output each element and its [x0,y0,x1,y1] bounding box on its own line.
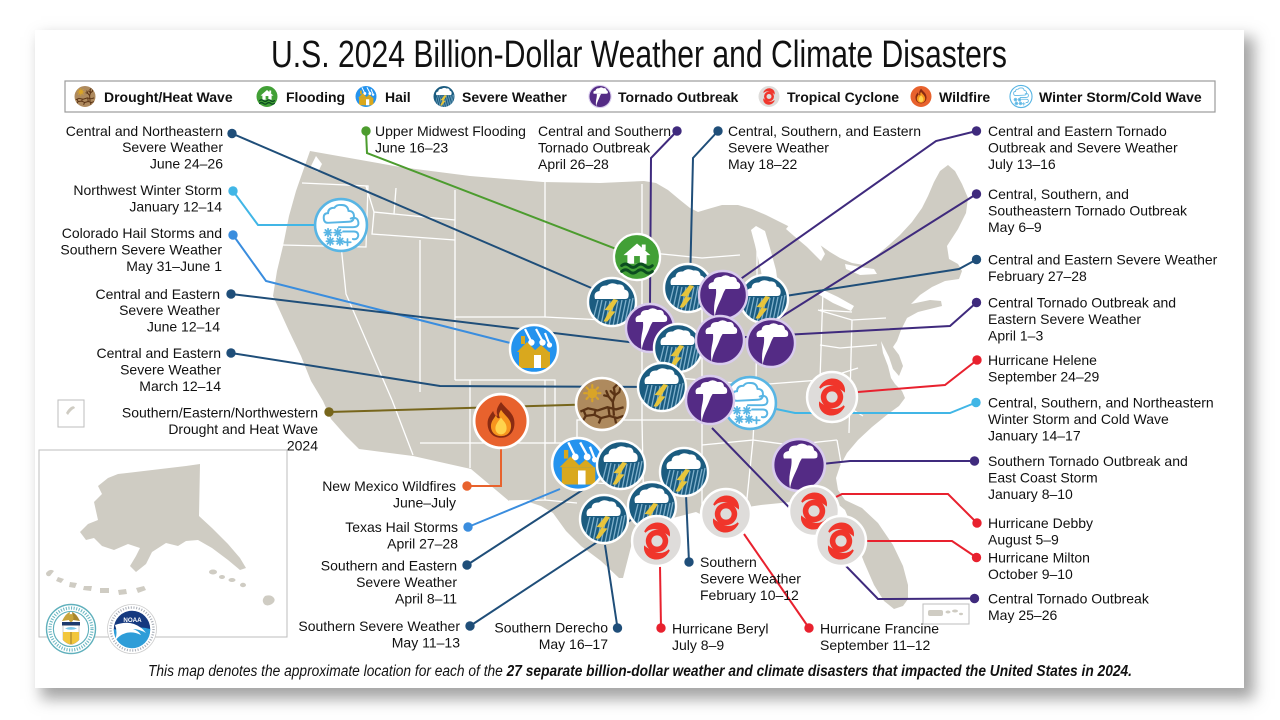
svg-text:Severe Weather: Severe Weather [728,140,829,156]
svg-text:September 24–29: September 24–29 [988,369,1100,385]
svg-text:January 14–17: January 14–17 [988,428,1081,444]
svg-text:May 18–22: May 18–22 [728,156,797,172]
svg-text:September 11–12: September 11–12 [820,637,930,653]
svg-text:April 27–28: April 27–28 [387,536,458,552]
svg-text:New Mexico Wildfires: New Mexico Wildfires [322,478,456,494]
svg-text:Winter Storm and Cold Wave: Winter Storm and Cold Wave [988,411,1169,427]
svg-text:April 8–11: April 8–11 [395,591,457,607]
svg-text:Severe Weather: Severe Weather [122,139,223,155]
svg-text:Central, Southern, and Northea: Central, Southern, and Northeastern [988,395,1214,411]
svg-text:Central Tornado Outbreak: Central Tornado Outbreak [988,591,1150,607]
svg-text:Southern and Eastern: Southern and Eastern [321,558,457,574]
svg-text:Southern Tornado Outbreak and: Southern Tornado Outbreak and [988,453,1188,469]
svg-text:Severe Weather: Severe Weather [120,362,221,378]
svg-text:Severe Weather: Severe Weather [119,302,220,318]
svg-text:Central, Southern, and: Central, Southern, and [988,186,1129,202]
svg-text:Southern/Eastern/Northwestern: Southern/Eastern/Northwestern [122,405,318,421]
svg-text:May 31–June 1: May 31–June 1 [126,258,222,274]
svg-text:Northwest Winter Storm: Northwest Winter Storm [73,182,222,198]
svg-text:March 12–14: March 12–14 [139,378,221,394]
svg-text:East Coast Storm: East Coast Storm [988,470,1098,486]
svg-text:June 12–14: June 12–14 [147,319,220,335]
svg-text:June 16–23: June 16–23 [375,140,448,156]
svg-text:February 10–12: February 10–12 [700,587,799,603]
svg-text:Central and Eastern: Central and Eastern [95,286,220,302]
svg-text:Severe Weather: Severe Weather [462,89,567,105]
svg-text:June–July: June–July [393,495,456,511]
svg-text:May 11–13: May 11–13 [392,635,460,651]
svg-text:January 8–10: January 8–10 [988,486,1073,502]
svg-text:May 6–9: May 6–9 [988,219,1042,235]
svg-text:Central and Eastern Tornado: Central and Eastern Tornado [988,123,1167,139]
svg-text:U.S. 2024 Billion-Dollar Weath: U.S. 2024 Billion-Dollar Weather and Cli… [271,34,1007,76]
svg-text:Severe Weather: Severe Weather [700,571,801,587]
svg-text:Tornado Outbreak: Tornado Outbreak [538,140,651,156]
svg-text:Central and Northeastern: Central and Northeastern [66,123,223,139]
svg-text:Texas Hail Storms: Texas Hail Storms [345,519,458,535]
svg-text:October 9–10: October 9–10 [988,566,1073,582]
svg-text:Flooding: Flooding [286,89,345,105]
svg-text:Tropical Cyclone: Tropical Cyclone [787,89,899,105]
svg-text:Southern Severe Weather: Southern Severe Weather [298,618,460,634]
svg-text:Eastern Severe Weather: Eastern Severe Weather [988,311,1141,327]
svg-text:Hurricane Helene: Hurricane Helene [988,352,1097,368]
svg-text:Southern Derecho: Southern Derecho [494,620,608,636]
svg-text:July 8–9: July 8–9 [672,637,724,653]
svg-text:Tornado Outbreak: Tornado Outbreak [618,89,739,105]
svg-text:Drought/Heat Wave: Drought/Heat Wave [104,89,233,105]
svg-text:Central Tornado Outbreak and: Central Tornado Outbreak and [988,295,1176,311]
svg-text:Central and Southern: Central and Southern [538,123,671,139]
svg-text:This map denotes the approxima: This map denotes the approximate locatio… [148,663,1132,680]
svg-text:Outbreak and Severe Weather: Outbreak and Severe Weather [988,140,1178,156]
svg-text:January 12–14: January 12–14 [129,199,222,215]
svg-text:Hurricane Beryl: Hurricane Beryl [672,621,768,637]
svg-text:Southeastern Tornado Outbreak: Southeastern Tornado Outbreak [988,203,1188,219]
svg-text:April 1–3: April 1–3 [988,328,1043,344]
svg-text:July 13–16: July 13–16 [988,156,1056,172]
svg-text:Southern Severe Weather: Southern Severe Weather [60,242,222,258]
svg-text:Hurricane Debby: Hurricane Debby [988,515,1093,531]
svg-text:Hurricane Milton: Hurricane Milton [988,550,1090,566]
svg-text:NOAA: NOAA [123,617,142,624]
svg-text:2024: 2024 [287,438,318,454]
svg-text:February 27–28: February 27–28 [988,268,1087,284]
svg-text:Wildfire: Wildfire [939,89,990,105]
svg-text:Hail: Hail [385,89,411,105]
svg-text:Central and Eastern: Central and Eastern [96,345,221,361]
svg-text:August 5–9: August 5–9 [988,532,1059,548]
svg-text:Upper Midwest Flooding: Upper Midwest Flooding [375,123,526,139]
svg-text:Southern: Southern [700,554,757,570]
svg-text:Drought and Heat Wave: Drought and Heat Wave [168,421,318,437]
svg-text:Winter Storm/Cold Wave: Winter Storm/Cold Wave [1039,89,1202,105]
svg-text:May 25–26: May 25–26 [988,607,1057,623]
svg-text:Severe Weather: Severe Weather [356,574,457,590]
svg-text:June 24–26: June 24–26 [150,156,223,172]
svg-text:Central, Southern, and Eastern: Central, Southern, and Eastern [728,123,921,139]
svg-text:Central and Eastern Severe Wea: Central and Eastern Severe Weather [988,252,1218,268]
svg-text:Colorado Hail Storms and: Colorado Hail Storms and [62,225,222,241]
svg-text:Hurricane Francine: Hurricane Francine [820,621,939,637]
svg-text:April 26–28: April 26–28 [538,156,609,172]
svg-text:May 16–17: May 16–17 [539,636,608,652]
